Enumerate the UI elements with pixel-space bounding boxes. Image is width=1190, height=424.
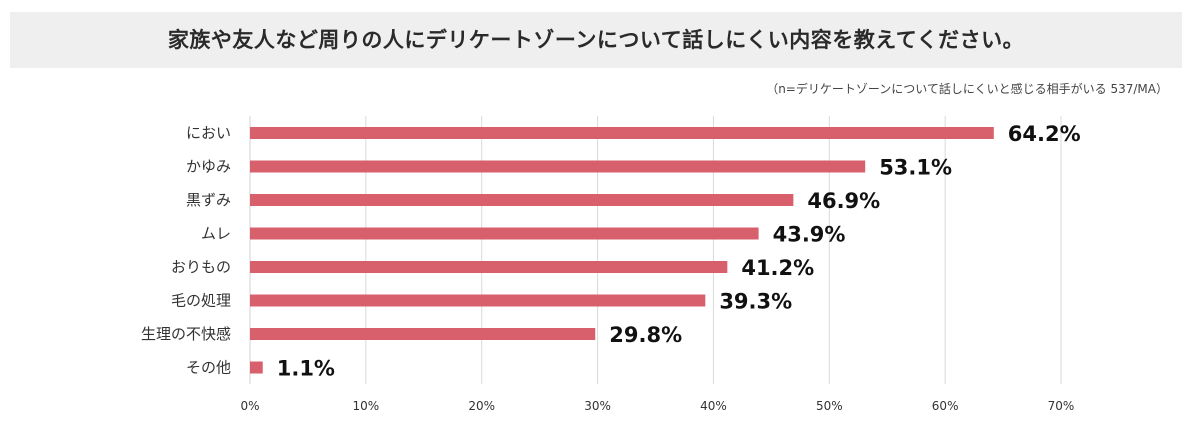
value-label: 43.9% [773,223,846,247]
bar [250,361,263,374]
bar [250,194,794,206]
x-tick-label: 10% [353,399,380,413]
x-tick-label: 30% [584,399,611,413]
value-label: 41.2% [741,256,814,280]
category-label: におい [186,124,231,142]
value-label: 1.1% [277,357,335,381]
category-label: その他 [186,359,231,377]
category-label: 生理の不快感 [141,325,231,343]
x-tick-label: 50% [816,399,843,413]
x-tick-label: 70% [1048,399,1075,413]
value-label: 64.2% [1008,122,1081,146]
x-tick-label: 40% [700,399,727,413]
bar [250,127,994,139]
x-tick-label: 60% [932,399,959,413]
chart-title: 家族や友人など周りの人にデリケートゾーンについて話しにくい内容を教えてください。 [167,28,1025,52]
value-label: 29.8% [609,323,682,347]
x-tick-label: 20% [468,399,495,413]
sample-note: （n=デリケートゾーンについて話しにくいと感じる相手がいる 537/MA） [766,82,1168,96]
category-label: ムレ [201,225,231,243]
value-label: 46.9% [807,189,880,213]
x-tick-label: 0% [240,399,259,413]
category-label: 黒ずみ [186,191,231,209]
bar [250,160,866,173]
bar [250,294,706,307]
value-label: 53.1% [879,156,952,180]
bar [250,328,596,340]
value-label: 39.3% [719,290,792,314]
category-label: おりもの [171,258,231,276]
title-bar: 家族や友人など周りの人にデリケートゾーンについて話しにくい内容を教えてください。 [10,12,1182,68]
category-label: 毛の処理 [171,292,231,310]
bar [250,261,728,273]
category-label: かゆみ [186,158,231,176]
bar [250,227,759,240]
